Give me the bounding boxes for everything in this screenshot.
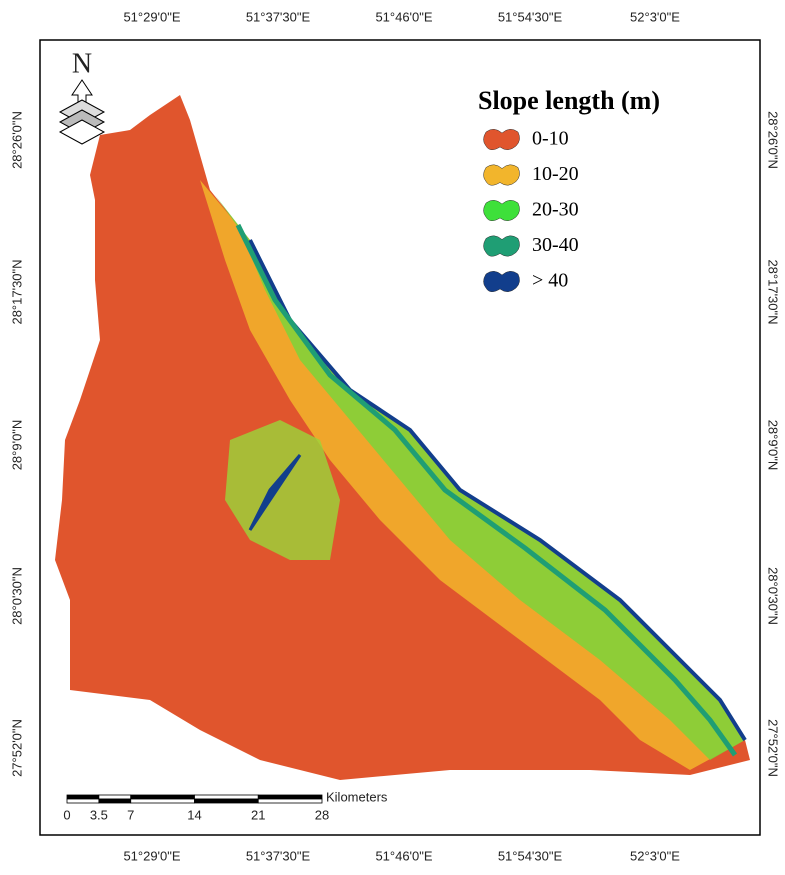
- area-ridge: [248, 454, 302, 531]
- scale-segment: [257, 798, 323, 804]
- left-coord-label: 27°52'0"N: [9, 719, 24, 777]
- bottom-coord-label: 51°37'30"E: [246, 848, 311, 863]
- left-coord-label: 28°0'30"N: [9, 567, 24, 625]
- scale-segment: [130, 798, 195, 804]
- north-label: N: [72, 48, 92, 79]
- scale-segment: [98, 798, 132, 804]
- top-coord-label: 51°46'0"E: [375, 9, 432, 24]
- bottom-coord-label: 52°3'0"E: [630, 848, 680, 863]
- scale-segment: [257, 794, 323, 800]
- scale-tick-label: 7: [127, 807, 134, 822]
- legend-swatch: [483, 200, 520, 221]
- right-coord-label: 28°26'0"N: [766, 111, 781, 169]
- bottom-coord-label: 51°29'0"E: [123, 848, 180, 863]
- scale-segment: [98, 794, 132, 800]
- right-coord-label: 28°0'30"N: [766, 567, 781, 625]
- right-coord-label: 28°17'30"N: [766, 259, 781, 324]
- scale-segment: [66, 794, 100, 800]
- left-coord-label: 28°9'0"N: [9, 420, 24, 471]
- legend: Slope length (m) 0-10 10-20 20-30 30-40 > 40: [478, 86, 660, 292]
- legend-label: 0-10: [532, 128, 569, 150]
- scale-bar: 0 3.5 7 14 21 28 Kilometers: [63, 789, 388, 822]
- scale-tick-label: 14: [187, 807, 201, 822]
- study-area: [55, 95, 750, 780]
- scale-tick-label: 3.5: [90, 807, 108, 822]
- legend-swatch: [483, 129, 520, 150]
- scale-segment: [66, 798, 100, 804]
- north-arrow: N: [58, 48, 106, 145]
- left-coord-label: 28°26'0"N: [9, 111, 24, 169]
- top-coord-label: 51°54'30"E: [498, 9, 563, 24]
- scale-segment: [130, 794, 195, 800]
- scale-segment: [194, 794, 259, 800]
- left-coord-label: 28°17'30"N: [9, 259, 24, 324]
- right-coord-label: 28°9'0"N: [766, 420, 781, 471]
- scale-tick-label: 28: [315, 807, 329, 822]
- legend-label: 10-20: [532, 163, 579, 185]
- legend-label: > 40: [532, 270, 568, 292]
- scale-tick-label: 0: [63, 807, 70, 822]
- right-coord-label: 27°52'0"N: [766, 719, 781, 777]
- legend-swatch: [483, 235, 520, 257]
- legend-swatch: [483, 271, 520, 292]
- legend-title: Slope length (m): [478, 86, 660, 115]
- area-edge-teal: [235, 223, 738, 757]
- legend-label: 20-30: [532, 199, 579, 221]
- bottom-coord-label: 51°54'30"E: [498, 848, 563, 863]
- scale-tick-label: 21: [251, 807, 265, 822]
- scale-unit: Kilometers: [326, 789, 388, 804]
- top-coord-label: 51°37'30"E: [246, 9, 311, 24]
- coordinate-labels: 51°29'0"E 51°37'30"E 51°46'0"E 51°54'30"E 52…: [9, 9, 780, 863]
- legend-swatch: [483, 164, 520, 186]
- area-edge-dark: [248, 239, 747, 742]
- bottom-coord-label: 51°46'0"E: [375, 848, 432, 863]
- top-coord-label: 52°3'0"E: [630, 9, 680, 24]
- scale-segment: [194, 798, 259, 804]
- legend-label: 30-40: [532, 234, 579, 256]
- north-layer: [58, 119, 106, 145]
- top-coord-label: 51°29'0"E: [123, 9, 180, 24]
